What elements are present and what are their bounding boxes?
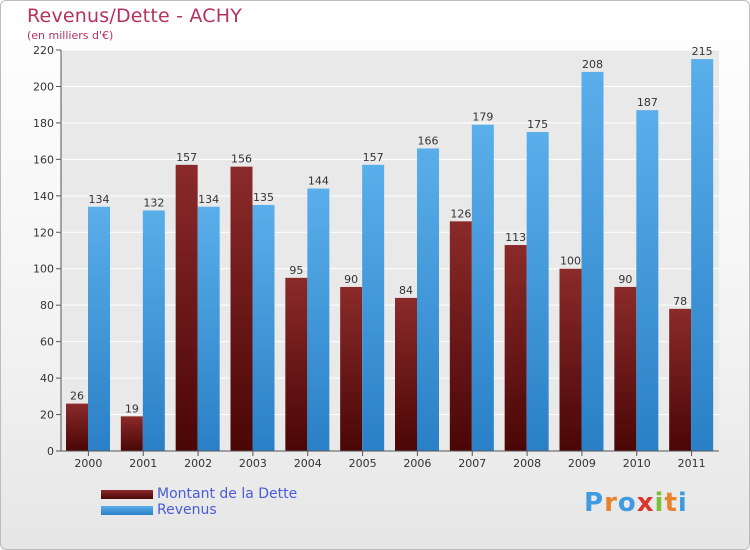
bar-revenus-2005 [362, 164, 385, 451]
bar-revenus-2002 [197, 206, 220, 451]
data-label-revenus-2005: 157 [363, 151, 384, 164]
y-tick-label: 100 [33, 263, 54, 276]
data-labels-layer: 26 134 19 132 157 134 156 135 95 144 90 157 84 166 126… [70, 45, 713, 415]
y-tick-label: 220 [33, 44, 54, 57]
bar-debt-2009 [559, 268, 582, 451]
bar-revenus-2000 [88, 206, 110, 451]
legend-label-revenus: Revenus [157, 502, 217, 518]
y-tick-label: 20 [40, 409, 54, 422]
data-label-revenus-2008: 175 [527, 118, 548, 131]
grid-layer [61, 49, 719, 452]
bar-revenus-2008 [526, 132, 549, 452]
logo-letter: x [636, 488, 655, 518]
data-label-debt-2004: 95 [289, 264, 303, 277]
bar-debt-2006 [395, 297, 417, 451]
data-label-revenus-2010: 187 [637, 96, 658, 109]
data-label-debt-2011: 78 [673, 295, 687, 308]
bar-debt-2003 [230, 166, 253, 451]
y-tick-label: 140 [33, 190, 54, 203]
bar-debt-2005 [340, 286, 363, 451]
legend-swatch-debt [101, 490, 153, 499]
legend-label-debt: Montant de la Dette [157, 486, 298, 502]
y-tick-label: 200 [33, 80, 54, 93]
data-label-debt-2006: 84 [399, 284, 413, 297]
y-tick-label: 80 [40, 299, 54, 312]
y-tick-label: 180 [33, 117, 54, 130]
data-label-debt-2001: 19 [125, 402, 139, 415]
data-label-debt-2010: 90 [618, 273, 632, 286]
data-label-revenus-2006: 166 [418, 134, 439, 147]
x-tick-label-2007: 2007 [458, 457, 486, 470]
logo-letter: t [664, 488, 678, 518]
chart-title: Revenus/Dette - ACHY [27, 5, 243, 27]
x-tick-label-2009: 2009 [568, 457, 596, 470]
y-tick-label: 0 [47, 445, 54, 458]
logo-letter: o [617, 488, 637, 518]
x-tick-label-2008: 2008 [513, 457, 541, 470]
axis-layer: 0 20 40 60 80 100 120 140 160 180 200 220 2000 2001 20… [33, 44, 719, 470]
bar-debt-2010 [614, 286, 637, 451]
data-label-revenus-2004: 144 [308, 175, 329, 188]
x-tick-label-2010: 2010 [623, 457, 651, 470]
x-tick-label-2004: 2004 [294, 457, 322, 470]
y-tick-label: 60 [40, 336, 54, 349]
data-label-revenus-2001: 132 [143, 196, 164, 209]
data-label-revenus-2009: 208 [582, 58, 603, 71]
bar-revenus-2011 [691, 59, 714, 451]
proxiti-logo: Proxiti [584, 488, 688, 518]
data-label-debt-2003: 156 [231, 153, 252, 166]
logo-letter: r [604, 488, 618, 518]
x-tick-label-2011: 2011 [678, 457, 706, 470]
bar-debt-2001 [120, 416, 143, 451]
legend-swatch-revenus [101, 506, 153, 515]
plot-area [61, 50, 719, 451]
data-label-debt-2009: 100 [560, 255, 581, 268]
bar-debt-2007 [449, 221, 472, 451]
data-label-revenus-2007: 179 [472, 111, 493, 124]
bar-debt-2008 [504, 245, 527, 451]
bar-debt-2000 [66, 403, 88, 451]
logo-letter: i [677, 488, 688, 518]
data-label-revenus-2002: 134 [198, 193, 219, 206]
bar-revenus-2006 [417, 148, 439, 451]
chart-subtitle: (en milliers d'€) [27, 29, 114, 42]
logo-letter: P [584, 488, 605, 518]
bar-debt-2011 [669, 308, 692, 451]
bar-debt-2004 [285, 277, 308, 451]
bars-layer [66, 59, 714, 452]
x-tick-label-2001: 2001 [129, 457, 157, 470]
bar-revenus-2007 [471, 124, 494, 452]
bar-debt-2002 [175, 164, 198, 451]
x-tick-label-2002: 2002 [184, 457, 212, 470]
data-label-debt-2002: 157 [176, 151, 197, 164]
data-label-debt-2000: 26 [70, 390, 84, 403]
y-tick-label: 120 [33, 226, 54, 239]
x-tick-label-2000: 2000 [74, 457, 102, 470]
bar-revenus-2001 [142, 210, 165, 451]
data-label-debt-2005: 90 [344, 273, 358, 286]
bar-revenus-2003 [252, 204, 275, 451]
data-label-debt-2007: 126 [450, 207, 471, 220]
data-label-revenus-2000: 134 [89, 193, 110, 206]
x-tick-label-2003: 2003 [239, 457, 267, 470]
data-label-revenus-2003: 135 [253, 191, 274, 204]
x-tick-label-2006: 2006 [403, 457, 431, 470]
data-label-debt-2008: 113 [505, 231, 526, 244]
bar-revenus-2010 [636, 110, 659, 452]
y-tick-label: 160 [33, 153, 54, 166]
logo-letter: i [654, 488, 665, 518]
y-tick-label: 40 [40, 372, 54, 385]
bar-revenus-2004 [307, 188, 330, 451]
x-tick-label-2005: 2005 [349, 457, 377, 470]
bar-revenus-2009 [581, 71, 604, 451]
data-label-revenus-2011: 215 [692, 45, 713, 58]
